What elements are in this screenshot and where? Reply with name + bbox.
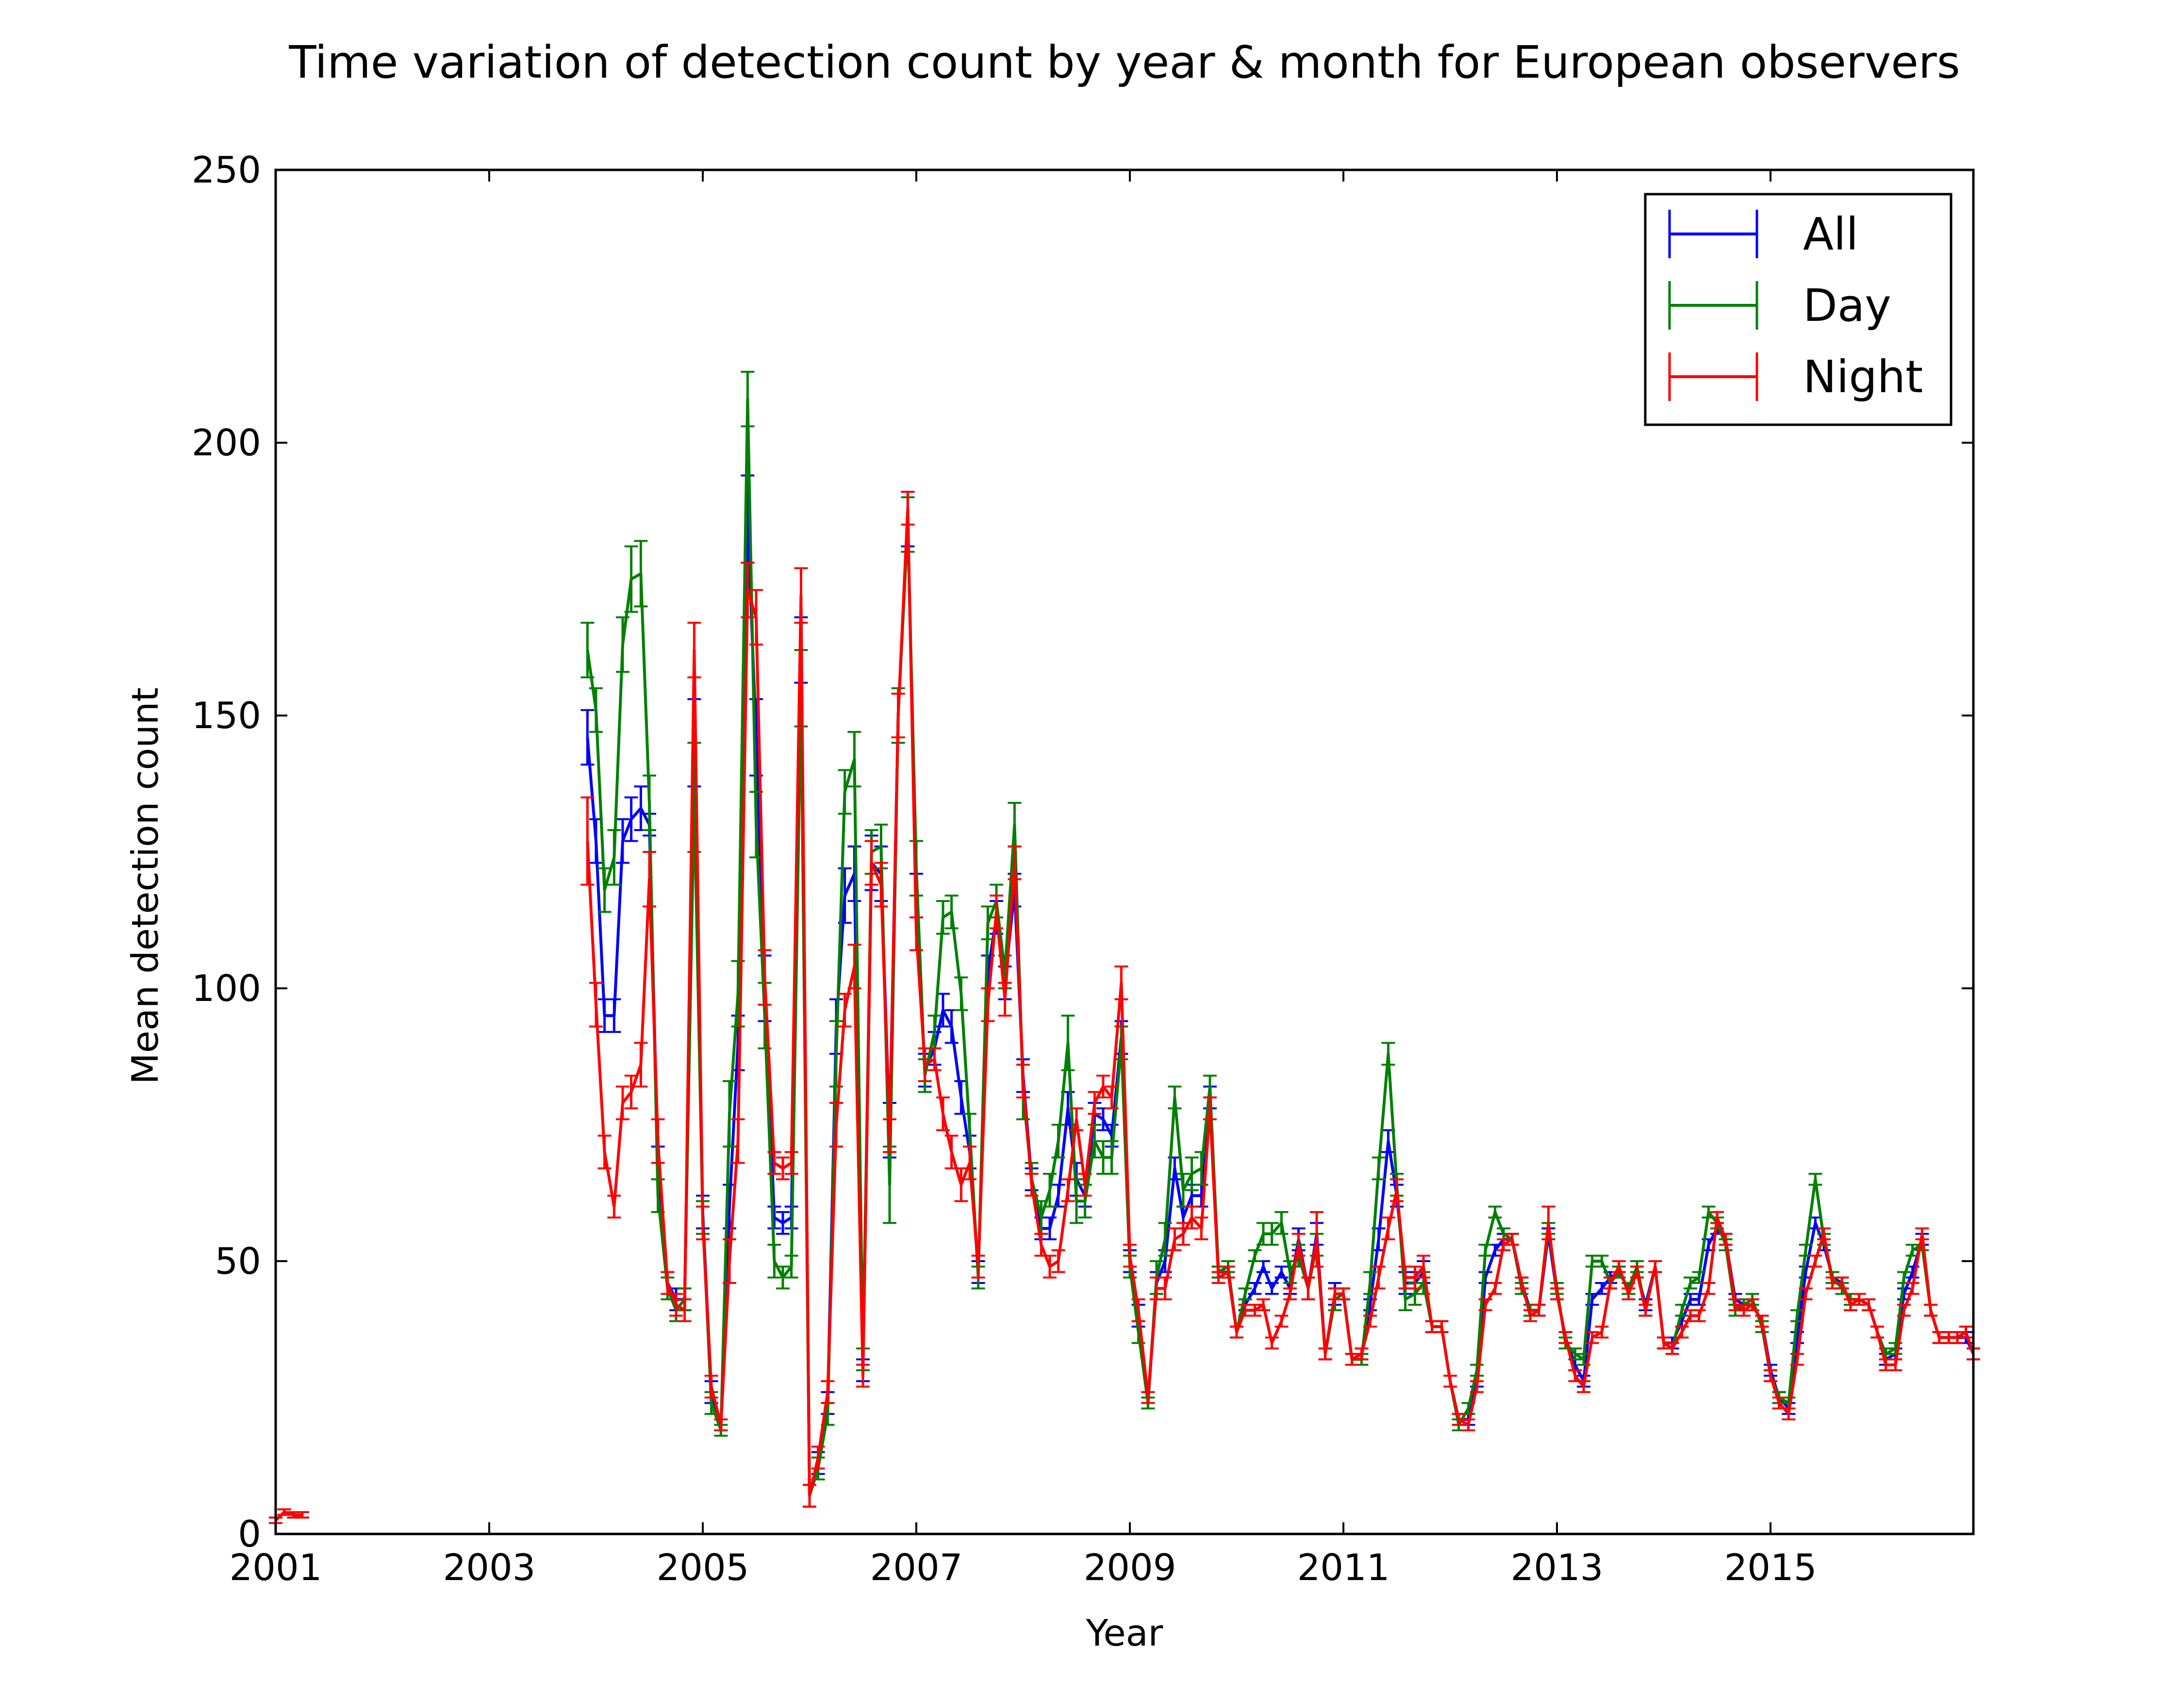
legend: All Day Night <box>1644 193 1952 426</box>
series-layer <box>269 370 1980 1524</box>
x-tick-label: 2003 <box>443 1546 536 1589</box>
legend-label-day: Day <box>1803 280 1891 332</box>
x-axis-label: Year <box>1086 1612 1163 1654</box>
y-tick-label: 150 <box>192 694 261 737</box>
x-tick-label: 2005 <box>657 1546 749 1589</box>
y-tick-label: 250 <box>192 149 261 191</box>
x-tick-label: 2007 <box>870 1546 963 1589</box>
series-line-night <box>274 1511 302 1522</box>
x-tick-label: 2013 <box>1511 1546 1604 1589</box>
series-line-night <box>586 506 1975 1498</box>
axes: 2001 2003 2005 2007 2009 2011 2013 2015 0 50 100 15… <box>192 149 1975 1589</box>
y-tick-label: 50 <box>215 1240 261 1283</box>
x-tick-label: 2009 <box>1084 1546 1176 1589</box>
y-tick-label: 200 <box>192 421 261 464</box>
series-night <box>269 491 1980 1524</box>
x-tick-label: 2015 <box>1724 1546 1817 1589</box>
y-tick-label: 0 <box>238 1513 261 1555</box>
chart-title: Time variation of detection count by yea… <box>288 36 1960 88</box>
legend-label-all: All <box>1803 208 1858 260</box>
y-tick-label: 100 <box>192 967 261 1010</box>
x-tick-label: 2001 <box>230 1546 322 1589</box>
x-tick-label: 2011 <box>1297 1546 1390 1589</box>
legend-label-night: Night <box>1803 351 1923 403</box>
y-axis-label: Mean detection count <box>124 687 166 1084</box>
plot-frame <box>274 168 1975 1535</box>
